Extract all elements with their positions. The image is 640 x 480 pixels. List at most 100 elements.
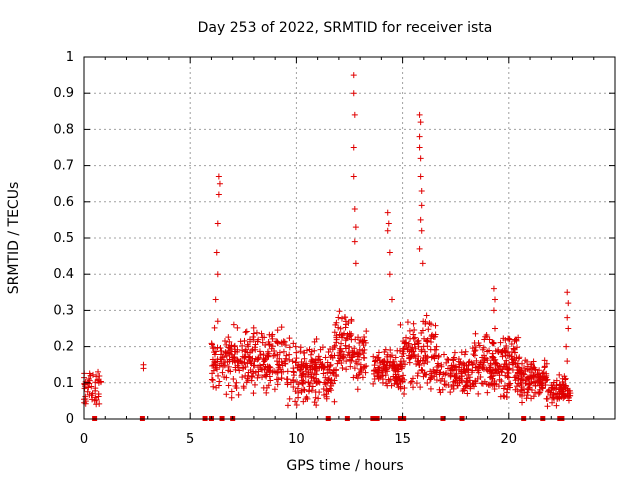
data-point <box>336 308 343 315</box>
data-point <box>501 393 508 400</box>
data-point <box>211 351 218 358</box>
data-point <box>477 359 484 366</box>
data-point <box>343 366 350 373</box>
data-point <box>370 380 377 387</box>
data-point <box>385 220 392 227</box>
data-point <box>286 344 293 351</box>
data-point <box>213 249 220 256</box>
data-point <box>469 361 476 368</box>
data-point <box>541 373 548 380</box>
data-point <box>361 334 368 341</box>
data-point <box>508 353 515 360</box>
data-point <box>347 332 354 339</box>
data-point <box>496 376 503 383</box>
data-point <box>501 361 508 368</box>
data-point <box>326 362 333 369</box>
data-point <box>252 369 259 376</box>
data-point <box>433 343 440 350</box>
data-point <box>531 364 538 371</box>
axis-ticks: 00.10.20.30.40.50.60.70.80.910 5 10 15 20 <box>53 50 615 447</box>
data-point <box>252 341 259 348</box>
data-point <box>250 330 257 337</box>
data-point <box>294 364 301 371</box>
data-point <box>255 354 262 361</box>
data-point <box>491 325 498 332</box>
data-point <box>544 376 551 383</box>
data-point <box>490 307 497 314</box>
data-point <box>417 155 424 162</box>
data-point <box>564 393 571 400</box>
data-point <box>280 348 287 355</box>
data-point <box>225 363 232 370</box>
data-point <box>259 374 266 381</box>
data-point <box>388 352 395 359</box>
data-point <box>419 260 426 267</box>
data-point <box>312 356 319 363</box>
data-point <box>331 342 338 349</box>
data-point <box>260 355 267 362</box>
data-point <box>333 334 340 341</box>
data-point <box>338 315 345 322</box>
data-point <box>250 334 257 341</box>
data-point <box>565 397 572 404</box>
data-point <box>553 382 560 389</box>
data-point <box>350 72 357 79</box>
data-point <box>422 318 429 325</box>
data-point <box>274 327 281 334</box>
data-point <box>333 371 340 378</box>
data-point <box>359 338 366 345</box>
y-tick-label: 0.9 <box>53 86 74 101</box>
data-point <box>502 372 509 379</box>
data-point <box>278 374 285 381</box>
data-point <box>215 372 222 379</box>
data-point <box>325 349 332 356</box>
data-point <box>357 361 364 368</box>
data-point <box>209 370 216 377</box>
data-point <box>323 391 330 398</box>
data-point <box>463 362 470 369</box>
data-point <box>500 335 507 342</box>
data-point <box>463 375 470 382</box>
data-point <box>424 343 431 350</box>
data-point <box>326 366 333 373</box>
data-point <box>269 335 276 342</box>
data-point <box>372 366 379 373</box>
data-point <box>562 375 569 382</box>
data-point <box>393 380 400 387</box>
data-point <box>503 357 510 364</box>
chart-title: Day 253 of 2022, SRMTID for receiver ist… <box>198 20 493 36</box>
data-point <box>353 349 360 356</box>
data-point <box>384 209 391 216</box>
data-point <box>353 372 360 379</box>
data-point <box>274 339 281 346</box>
data-point <box>536 382 543 389</box>
data-point <box>332 321 339 328</box>
data-point <box>242 329 249 336</box>
data-point <box>370 353 377 360</box>
data-point <box>479 346 486 353</box>
data-point <box>217 356 224 363</box>
data-point <box>261 334 268 341</box>
data-point <box>404 319 411 326</box>
data-point <box>373 354 380 361</box>
data-point <box>253 329 260 336</box>
data-point <box>216 180 223 187</box>
data-point <box>227 368 234 375</box>
data-point <box>316 389 323 396</box>
data-point <box>421 360 428 367</box>
data-point <box>411 326 418 333</box>
data-point <box>419 367 426 374</box>
data-point <box>513 383 520 390</box>
data-point <box>544 403 551 410</box>
data-point <box>484 348 491 355</box>
data-point <box>490 340 497 347</box>
data-point <box>490 285 497 292</box>
data-point <box>214 318 221 325</box>
data-point <box>333 366 340 373</box>
data-point <box>461 351 468 358</box>
data-point <box>424 380 431 387</box>
data-point <box>255 355 262 362</box>
data-point <box>401 376 408 383</box>
data-point <box>338 340 345 347</box>
